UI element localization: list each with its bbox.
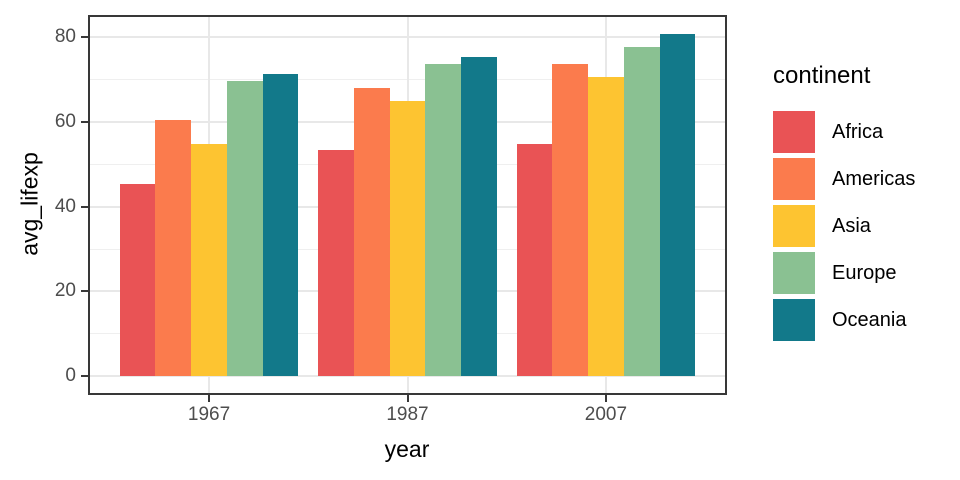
bar-asia-1967 — [191, 144, 227, 377]
legend-label-americas: Americas — [832, 167, 916, 190]
legend-label-europe: Europe — [832, 261, 897, 284]
bar-americas-1967 — [155, 120, 192, 377]
legend-item-americas: Americas — [773, 158, 915, 200]
y-tick-mark-20 — [81, 290, 88, 293]
legend-label-oceania: Oceania — [832, 308, 907, 331]
legend-item-oceania: Oceania — [773, 299, 915, 341]
legend-swatch-europe — [773, 252, 815, 294]
x-tick-mark-1987 — [406, 395, 409, 402]
bar-asia-1987 — [389, 101, 426, 377]
y-tick-label-40: 40 — [54, 195, 76, 217]
bar-oceania-1967 — [262, 74, 299, 377]
y-tick-mark-40 — [81, 205, 88, 208]
legend-item-europe: Europe — [773, 252, 915, 294]
bar-layer — [90, 17, 725, 393]
x-tick-label-1967: 1967 — [187, 404, 231, 425]
legend-item-africa: Africa — [773, 111, 915, 153]
bar-oceania-2007 — [659, 34, 696, 377]
bar-africa-2007 — [516, 144, 553, 377]
legend-swatch-asia — [773, 205, 815, 247]
x-tick-label-2007: 2007 — [584, 404, 628, 425]
y-tick-mark-80 — [81, 36, 88, 39]
legend-label-africa: Africa — [832, 120, 884, 143]
y-tick-label-0: 0 — [65, 365, 76, 387]
legend-title: continent — [773, 62, 871, 89]
bar-europe-1987 — [425, 64, 462, 377]
y-tick-label-20: 20 — [54, 280, 76, 302]
y-tick-mark-60 — [81, 121, 88, 123]
y-tick-label-60: 60 — [54, 111, 76, 132]
legend-swatch-africa — [773, 111, 815, 153]
legend-item-asia: Asia — [773, 205, 915, 247]
y-tick-label-80: 80 — [54, 26, 76, 48]
legend-swatch-oceania — [773, 299, 815, 341]
plot-panel — [88, 15, 727, 395]
bar-africa-1987 — [318, 150, 354, 377]
bar-europe-1967 — [226, 80, 263, 377]
bar-africa-1967 — [119, 184, 156, 377]
legend-swatch-americas — [773, 158, 815, 200]
x-tick-mark-2007 — [604, 395, 607, 402]
x-tick-label-1987: 1987 — [386, 404, 429, 425]
x-axis-title: year — [384, 436, 430, 462]
legend-label-asia: Asia — [832, 214, 871, 237]
bar-europe-2007 — [623, 47, 660, 377]
legend: continent Africa Americas Asia Europe Oceani… — [773, 62, 915, 346]
y-tick-mark-0 — [81, 375, 88, 378]
legend-items: Africa Americas Asia Europe Oceania — [773, 111, 915, 341]
bar-oceania-1987 — [461, 57, 497, 377]
x-tick-mark-1967 — [208, 395, 211, 402]
bar-americas-2007 — [552, 64, 589, 377]
bar-asia-2007 — [588, 76, 624, 377]
bar-americas-1987 — [353, 87, 390, 377]
